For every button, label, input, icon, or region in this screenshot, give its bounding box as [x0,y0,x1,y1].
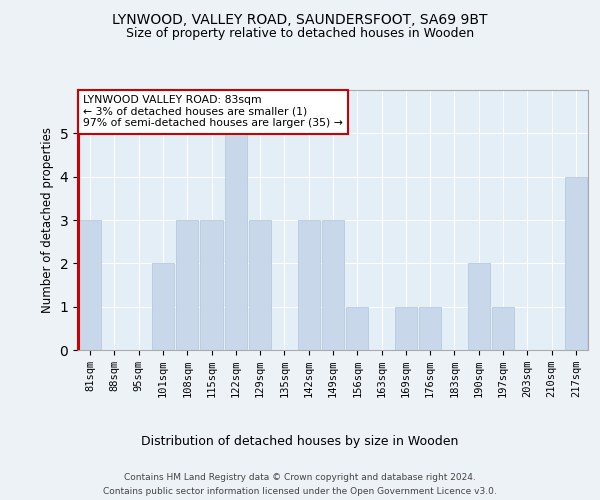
Bar [200,220,223,350]
Bar [419,306,442,350]
Text: Size of property relative to detached houses in Wooden: Size of property relative to detached ho… [126,28,474,40]
Bar [565,176,587,350]
Text: Distribution of detached houses by size in Wooden: Distribution of detached houses by size … [142,435,458,448]
Bar [224,134,247,350]
Bar [492,306,514,350]
Y-axis label: Number of detached properties: Number of detached properties [41,127,54,313]
Bar [467,264,490,350]
Bar [152,264,174,350]
Text: Contains HM Land Registry data © Crown copyright and database right 2024.: Contains HM Land Registry data © Crown c… [124,472,476,482]
Text: LYNWOOD, VALLEY ROAD, SAUNDERSFOOT, SA69 9BT: LYNWOOD, VALLEY ROAD, SAUNDERSFOOT, SA69… [112,12,488,26]
Bar [346,306,368,350]
Text: LYNWOOD VALLEY ROAD: 83sqm
← 3% of detached houses are smaller (1)
97% of semi-d: LYNWOOD VALLEY ROAD: 83sqm ← 3% of detac… [83,95,343,128]
Bar [249,220,271,350]
Bar [395,306,417,350]
Bar [322,220,344,350]
Bar [176,220,199,350]
Bar [298,220,320,350]
Bar [79,220,101,350]
Text: Contains public sector information licensed under the Open Government Licence v3: Contains public sector information licen… [103,488,497,496]
